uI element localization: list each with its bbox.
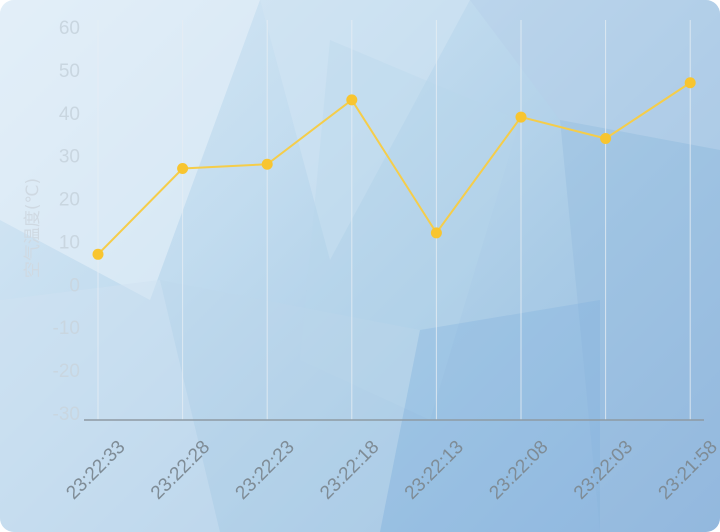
y-tick-label: 0 (69, 275, 80, 296)
x-tick-label: 23:21:58 (655, 437, 720, 504)
y-tick-label: 20 (59, 190, 80, 211)
x-tick-label: 23:22:08 (485, 437, 552, 504)
vertical-gridlines (97, 20, 691, 420)
x-tick-label: 23:22:23 (232, 437, 299, 504)
x-tick-label: 23:22:03 (570, 437, 637, 504)
data-point (346, 94, 358, 106)
data-point (515, 111, 527, 123)
y-tick-label: 60 (59, 18, 80, 39)
y-tick-label: 30 (59, 147, 80, 168)
x-tick-label: 23:22:28 (147, 437, 214, 504)
series-line (97, 81, 691, 256)
y-tick-label: -10 (53, 318, 80, 339)
data-point (261, 158, 273, 170)
x-tick-label: 23:22:18 (316, 437, 383, 504)
y-axis-ticks: 60 50 40 30 20 10 0 -10 -20 -30 (53, 18, 80, 425)
y-tick-label: 10 (59, 232, 80, 253)
y-axis-label: 空气温度(℃) (23, 178, 43, 278)
data-points (92, 77, 696, 260)
x-axis-ticks: 23:22:33 23:22:28 23:22:23 23:22:18 23:22:13… (62, 437, 720, 504)
data-point (430, 227, 442, 239)
x-tick-label: 23:22:33 (62, 437, 129, 504)
y-tick-label: -20 (53, 361, 80, 382)
data-point (600, 133, 612, 145)
y-tick-label: -30 (53, 404, 80, 425)
data-point (92, 248, 104, 260)
x-tick-label: 23:22:13 (401, 437, 468, 504)
y-tick-label: 40 (59, 104, 80, 125)
data-point (177, 163, 189, 175)
data-point (684, 77, 696, 89)
y-tick-label: 50 (59, 61, 80, 82)
